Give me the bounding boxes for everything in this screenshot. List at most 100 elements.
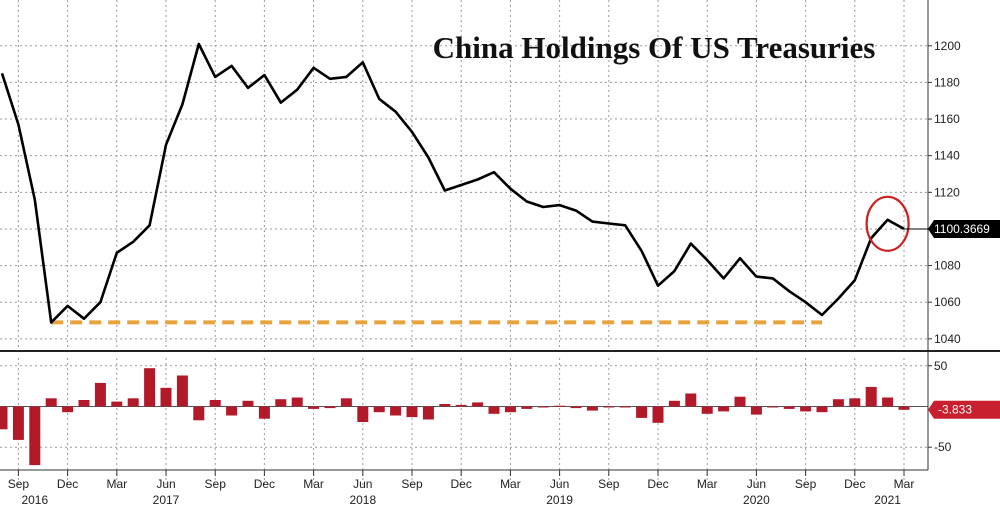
change-bar xyxy=(800,406,812,412)
x-tick-label: Mar xyxy=(697,477,718,491)
change-bar xyxy=(701,406,713,414)
change-bar xyxy=(176,375,188,407)
change-bar xyxy=(406,406,418,418)
top-panel-grid xyxy=(0,0,928,348)
holdings-line xyxy=(0,42,905,324)
x-tick-label: Jun xyxy=(747,477,766,491)
x-year-label: 2020 xyxy=(743,493,770,507)
x-tick-label: Dec xyxy=(844,477,865,491)
x-year-label: 2021 xyxy=(874,493,901,507)
chart-title: China Holdings Of US Treasuries xyxy=(433,30,876,65)
y-tick-label: 1080 xyxy=(934,259,961,273)
x-tick-label: Sep xyxy=(401,477,423,491)
last-value-text: 1100.3669 xyxy=(934,222,990,236)
change-bar xyxy=(554,405,566,407)
change-bar xyxy=(816,406,828,413)
y-tick-label: 1060 xyxy=(934,295,961,309)
change-bar xyxy=(258,406,270,419)
change-bar xyxy=(832,399,844,407)
change-bar xyxy=(652,406,664,423)
x-tick-label: Jun xyxy=(156,477,175,491)
y-tick-label: 50 xyxy=(934,359,948,373)
x-tick-label: Sep xyxy=(598,477,620,491)
change-bar xyxy=(488,406,500,414)
change-bar xyxy=(390,406,402,416)
x-tick-label: Jun xyxy=(550,477,569,491)
change-bar xyxy=(45,398,57,407)
x-tick-label: Sep xyxy=(8,477,30,491)
change-bar xyxy=(718,406,730,412)
axes xyxy=(0,0,1000,476)
x-tick-label: Mar xyxy=(303,477,324,491)
change-bar xyxy=(455,404,467,407)
x-tick-label: Jun xyxy=(353,477,372,491)
change-bar xyxy=(324,406,336,409)
change-bar xyxy=(734,396,746,407)
change-bar xyxy=(144,368,156,407)
change-bar xyxy=(636,406,648,418)
bottom-panel-grid xyxy=(0,358,928,488)
change-bar xyxy=(373,406,385,413)
change-bar xyxy=(29,406,41,466)
x-tick-label: Dec xyxy=(57,477,78,491)
y-tick-label: 1120 xyxy=(934,185,960,199)
x-tick-label: Sep xyxy=(795,477,817,491)
last-value-tag xyxy=(928,219,1000,238)
change-bar xyxy=(750,406,762,415)
x-year-label: 2018 xyxy=(349,493,376,507)
last-value-labels: 1100.3669 -3.833 xyxy=(904,219,1000,419)
change-bar xyxy=(291,397,303,407)
change-bar xyxy=(127,398,139,407)
change-bar xyxy=(504,406,516,413)
change-bar xyxy=(226,406,238,416)
change-bar xyxy=(586,406,598,411)
x-tick-labels: Sep Dec Mar Jun Sep Dec Mar Jun Sep Dec Mar Jun Sep D… xyxy=(8,477,915,507)
y-tick-labels: 10401060108011001120114011601180120050-5… xyxy=(934,39,961,454)
x-tick-label: Dec xyxy=(254,477,275,491)
x-tick-label: Mar xyxy=(106,477,127,491)
change-bar xyxy=(275,399,287,407)
change-bar xyxy=(865,386,877,407)
last-change-text: -3.833 xyxy=(938,403,972,417)
x-tick-label: Mar xyxy=(894,477,915,491)
y-tick-label: 1160 xyxy=(934,112,960,126)
change-bar xyxy=(340,398,352,407)
change-bar xyxy=(357,406,369,422)
x-tick-label: Dec xyxy=(647,477,668,491)
change-bar xyxy=(619,406,631,408)
change-bar xyxy=(12,406,24,440)
y-tick-label: -50 xyxy=(934,440,952,454)
y-tick-label: 1040 xyxy=(934,332,961,346)
change-bar xyxy=(0,406,8,430)
bar-series-layer xyxy=(0,368,910,466)
last-change-tag xyxy=(928,400,1000,419)
change-bar xyxy=(472,402,484,407)
change-bar xyxy=(685,393,697,407)
x-year-label: 2016 xyxy=(21,493,48,507)
y-tick-label: 1180 xyxy=(934,75,960,89)
change-bar xyxy=(78,400,90,407)
change-bar xyxy=(62,406,74,413)
change-bar xyxy=(242,400,254,407)
change-bar xyxy=(767,406,779,408)
x-year-label: 2019 xyxy=(546,493,573,507)
y-tick-label: 1200 xyxy=(934,39,961,53)
x-tick-label: Mar xyxy=(500,477,521,491)
x-year-label: 2017 xyxy=(153,493,180,507)
x-tick-label: Dec xyxy=(451,477,472,491)
change-bar xyxy=(882,397,894,407)
highlight-circle xyxy=(865,195,910,252)
change-bar xyxy=(111,401,123,407)
change-bar xyxy=(209,400,221,407)
change-bar xyxy=(160,387,172,407)
x-tick-label: Sep xyxy=(205,477,227,491)
change-bar xyxy=(849,398,861,407)
change-bar xyxy=(439,404,451,407)
change-bar xyxy=(570,406,582,409)
change-bar xyxy=(783,406,795,409)
line-series-layer xyxy=(0,42,910,324)
change-bar xyxy=(537,406,549,408)
change-bar xyxy=(94,382,106,407)
